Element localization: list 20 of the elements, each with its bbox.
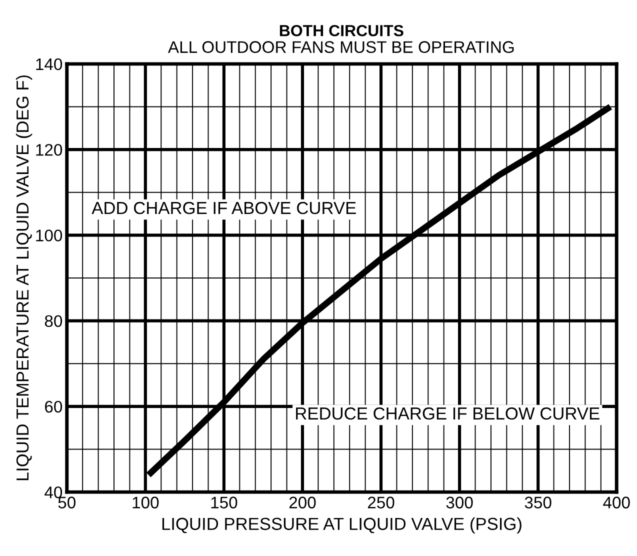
y-tick-label: 140 [36,58,62,70]
y-tick-label: 60 [45,400,62,413]
chart-title: BOTH CIRCUITS [280,24,404,36]
x-tick-label: 250 [368,496,394,508]
y-tick-label: 80 [44,315,62,328]
annotation: ADD CHARGE IF ABOVE CURVE [92,202,356,214]
chart-subtitle: ALL OUTDOOR FANS MUST BE OPERATING [168,41,514,53]
x-tick-label: 150 [211,496,238,508]
x-tick-label: 200 [289,496,316,508]
x-tick-label: 350 [524,496,552,508]
y-tick-label: 100 [36,230,62,242]
x-tick-label: 100 [132,496,159,508]
x-tick-label: 400 [603,496,630,508]
x-tick-label: 300 [446,496,473,508]
x-axis-title: LIQUID PRESSURE AT LIQUID VALVE (PSIG) [162,517,522,534]
y-axis-title: LIQUID TEMPERATURE AT LIQUID VALVE (DEG F) [16,76,32,480]
annotation: REDUCE CHARGE IF BELOW CURVE [296,407,600,420]
y-tick-label: 40 [44,486,62,498]
x-tick-label: 50 [58,496,76,508]
y-tick-label: 120 [36,144,62,156]
